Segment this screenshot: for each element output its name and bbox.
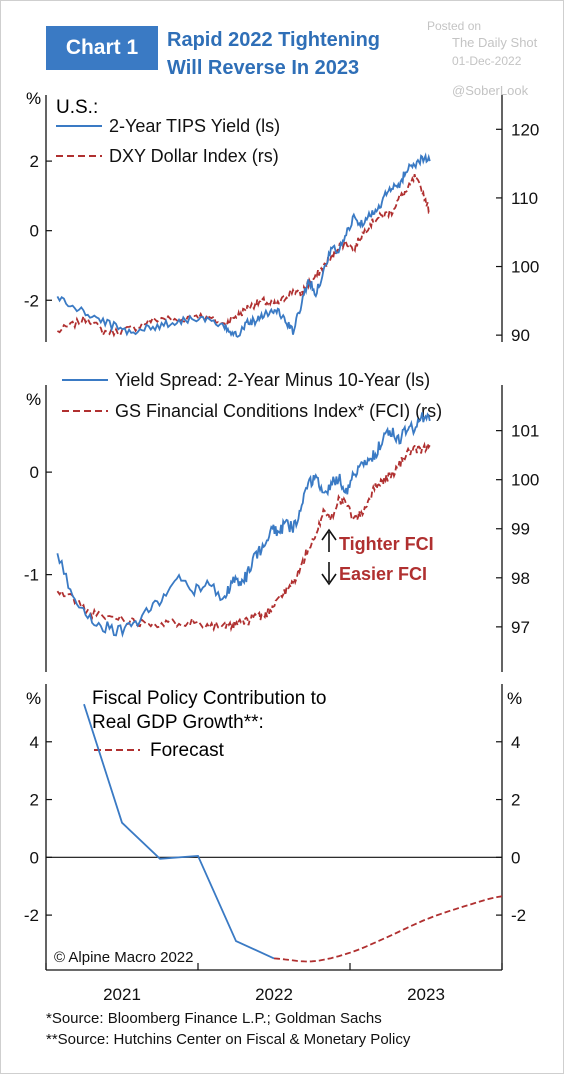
panel1-right-tick-label: 90 xyxy=(511,326,530,345)
panel1-series1-legend-label: 2-Year TIPS Yield (ls) xyxy=(109,116,280,136)
source-line-2: **Source: Hutchins Center on Fiscal & Mo… xyxy=(46,1031,411,1048)
panel1-right-tick-label: 120 xyxy=(511,120,539,139)
panel2-right-tick-label: 97 xyxy=(511,618,530,637)
tighter-arrow-head xyxy=(321,528,337,541)
panel3-right-tick-label: -2 xyxy=(511,906,526,925)
panel2-left-tick-label: -1 xyxy=(24,566,39,585)
watermark-site: The Daily Shot xyxy=(452,35,538,50)
chart-badge: Chart 1 xyxy=(46,26,158,70)
easier-arrow-head xyxy=(321,573,337,586)
panel3-left-tick-label: 4 xyxy=(30,733,39,752)
tighter-fci-label: Tighter FCI xyxy=(339,534,434,554)
panel3-left-unit: % xyxy=(26,689,41,708)
panel2-spread-line xyxy=(56,412,431,638)
easier-fci-label: Easier FCI xyxy=(339,564,427,584)
panel2-right-tick-label: 98 xyxy=(511,569,530,588)
panel2-right-tick-label: 100 xyxy=(511,471,539,490)
panel1-series2-legend-label: DXY Dollar Index (rs) xyxy=(109,146,279,166)
panel1-tips-line xyxy=(56,152,431,338)
panel3-right-tick-label: 2 xyxy=(511,791,520,810)
panel1-label: U.S.: xyxy=(56,97,98,118)
panel3-forecast-line xyxy=(273,895,503,963)
panel2-series1-legend-label: Yield Spread: 2-Year Minus 10-Year (ls) xyxy=(115,370,430,390)
chart-title-line1: Rapid 2022 Tightening xyxy=(167,29,380,51)
panel3-right-tick-label: 4 xyxy=(511,733,520,752)
panel3-left-tick-label: -2 xyxy=(24,906,39,925)
panel1-left-tick-label: 0 xyxy=(30,222,39,241)
panel2-left-tick-label: 0 xyxy=(30,463,39,482)
panel1-left-tick-label: 2 xyxy=(30,152,39,171)
watermark-date: 01-Dec-2022 xyxy=(452,54,522,68)
panel3-right-tick-label: 0 xyxy=(511,848,520,867)
chart-title-line2: Will Reverse In 2023 xyxy=(167,57,360,79)
panel3-forecast-label: Forecast xyxy=(150,740,225,761)
copyright-label: © Alpine Macro 2022 xyxy=(54,949,193,966)
panel2-fci-line xyxy=(56,441,431,633)
panel3-fiscal-line xyxy=(83,703,275,960)
panel1-left-unit: % xyxy=(26,89,41,108)
panel2-right-tick-label: 99 xyxy=(511,520,530,539)
panel3-title-line1: Fiscal Policy Contribution to xyxy=(92,688,326,709)
panel3-left-tick-label: 2 xyxy=(30,791,39,810)
panel2-series2-legend-label: GS Financial Conditions Index* (FCI) (rs… xyxy=(115,401,442,421)
panel1-dxy-line xyxy=(56,174,431,338)
panel3-title-line2: Real GDP Growth**: xyxy=(92,712,264,733)
panel3-right-unit: % xyxy=(507,689,522,708)
panel2-right-tick-label: 101 xyxy=(511,422,539,441)
watermark-posted: Posted on xyxy=(427,19,482,33)
chart-title: Rapid 2022 Tightening Will Reverse In 20… xyxy=(167,26,380,82)
x-axis-year-label: 2023 xyxy=(407,985,445,1004)
panel3-left-tick-label: 0 xyxy=(30,848,39,867)
panel1-right-tick-label: 110 xyxy=(511,189,538,208)
x-axis-year-label: 2021 xyxy=(103,985,141,1004)
source-line-1: *Source: Bloomberg Finance L.P.; Goldman… xyxy=(46,1010,382,1027)
x-axis-year-label: 2022 xyxy=(255,985,293,1004)
watermark-handle: @SoberLook xyxy=(452,83,529,98)
panel1-right-tick-label: 100 xyxy=(511,258,539,277)
panel1-left-tick-label: -2 xyxy=(24,291,39,310)
panel2-left-unit: % xyxy=(26,390,41,409)
